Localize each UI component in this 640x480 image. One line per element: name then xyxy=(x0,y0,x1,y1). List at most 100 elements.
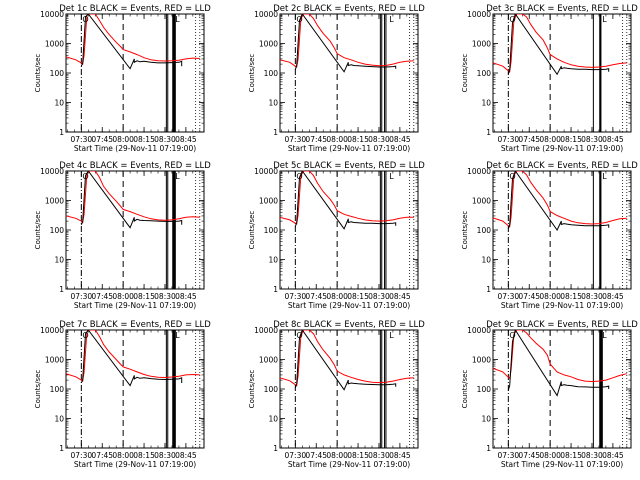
x-tick-label: 07:30 xyxy=(498,135,520,144)
y-tick-label: 100 xyxy=(50,226,65,235)
x-tick-label: 07:30 xyxy=(285,451,307,460)
chart-title: Det 9c BLACK = Events, RED = LLD xyxy=(486,320,638,330)
y-tick-label: 1 xyxy=(59,444,64,453)
x-tick-label: 08:45 xyxy=(602,292,624,301)
x-tick-label: 08:45 xyxy=(602,135,624,144)
annotation-l: L xyxy=(602,331,607,340)
y-tick-label: 10000 xyxy=(467,167,491,176)
x-tick-label: 08:15 xyxy=(347,135,369,144)
plot-frame xyxy=(492,13,632,133)
y-axis-label: Counts/sec xyxy=(461,54,469,93)
x-tick-label: 07:30 xyxy=(498,451,520,460)
series-line-events xyxy=(80,14,183,70)
chart-panel-7: Det 7c BLACK = Events, RED = LLD 1 10 100 10… xyxy=(34,320,211,469)
plot-frame xyxy=(279,170,419,290)
y-tick-label: 100 xyxy=(264,69,279,78)
plot-frame xyxy=(279,13,419,133)
y-tick-label: 100 xyxy=(477,226,492,235)
x-tick-label: 08:00 xyxy=(112,451,134,460)
series-line-lld xyxy=(493,171,627,228)
series-line-lld xyxy=(66,14,200,66)
x-tick-label: 08:15 xyxy=(133,451,155,460)
chart-panel-4: Det 4c BLACK = Events, RED = LLD 1 10 100 10… xyxy=(34,161,211,310)
x-tick-label: 08:00 xyxy=(539,451,561,460)
x-tick-label: 08:45 xyxy=(389,451,411,460)
y-tick-label: 100 xyxy=(264,385,279,394)
y-tick-label: 1 xyxy=(486,128,491,137)
y-tick-label: 10 xyxy=(481,256,491,265)
y-tick-label: 1000 xyxy=(259,197,278,206)
plot-frame xyxy=(279,329,419,449)
annotation-o: O xyxy=(82,331,88,340)
x-tick-label: 07:45 xyxy=(518,135,540,144)
y-tick-label: 10 xyxy=(54,99,64,108)
x-tick-label: 07:45 xyxy=(518,292,540,301)
series-line-events xyxy=(507,14,610,76)
x-tick-label: 08:30 xyxy=(581,292,603,301)
y-tick-label: 10 xyxy=(481,99,491,108)
y-tick-label: 10000 xyxy=(40,167,64,176)
annotation-o: O xyxy=(296,331,302,340)
y-axis-label: Counts/sec xyxy=(34,211,42,250)
y-tick-label: 10000 xyxy=(254,167,278,176)
y-tick-label: 1000 xyxy=(259,40,278,49)
y-axis-label: Counts/sec xyxy=(248,54,256,93)
x-axis-label: Start Time (29-Nov-11 07:19:00) xyxy=(288,301,410,310)
x-tick-label: 08:30 xyxy=(581,135,603,144)
x-tick-label: 08:15 xyxy=(560,292,582,301)
x-axis-label: Start Time (29-Nov-11 07:19:00) xyxy=(74,144,196,153)
annotation-o: O xyxy=(509,15,515,24)
x-tick-label: 08:00 xyxy=(112,135,134,144)
x-tick-label: 08:45 xyxy=(175,292,197,301)
series-line-events xyxy=(294,14,397,73)
x-tick-label: 08:45 xyxy=(602,451,624,460)
y-tick-label: 10 xyxy=(268,99,278,108)
x-tick-label: 08:15 xyxy=(347,451,369,460)
y-tick-label: 1000 xyxy=(472,40,491,49)
x-tick-label: 08:00 xyxy=(539,292,561,301)
x-tick-label: 07:30 xyxy=(285,135,307,144)
y-tick-label: 10 xyxy=(268,256,278,265)
x-tick-label: 07:30 xyxy=(285,292,307,301)
y-tick-label: 100 xyxy=(477,69,492,78)
y-tick-label: 1 xyxy=(486,285,491,294)
annotation-l: L xyxy=(602,172,607,181)
y-tick-label: 10000 xyxy=(254,10,278,19)
y-tick-label: 10000 xyxy=(467,10,491,19)
y-tick-label: 100 xyxy=(50,385,65,394)
y-tick-label: 1 xyxy=(273,285,278,294)
y-axis-label: Counts/sec xyxy=(461,370,469,409)
x-tick-label: 07:45 xyxy=(305,292,327,301)
chart-title: Det 5c BLACK = Events, RED = LLD xyxy=(273,161,425,171)
x-tick-label: 07:45 xyxy=(305,451,327,460)
y-tick-label: 1000 xyxy=(45,40,64,49)
x-tick-label: 08:00 xyxy=(326,135,348,144)
series-line-events xyxy=(80,330,183,387)
x-tick-label: 08:15 xyxy=(133,292,155,301)
series-line-events xyxy=(80,171,183,229)
plot-frame xyxy=(492,329,632,449)
plot-frame xyxy=(65,13,205,133)
y-tick-label: 10000 xyxy=(254,326,278,335)
y-tick-label: 10 xyxy=(481,415,491,424)
x-tick-label: 08:30 xyxy=(368,292,390,301)
x-axis-label: Start Time (29-Nov-11 07:19:00) xyxy=(501,460,623,469)
series-line-lld xyxy=(66,171,200,224)
annotation-l: L xyxy=(389,331,394,340)
chart-title: Det 1c BLACK = Events, RED = LLD xyxy=(59,4,211,14)
annotation-o: O xyxy=(509,331,515,340)
plot-frame xyxy=(492,170,632,290)
y-tick-label: 1 xyxy=(59,285,64,294)
x-tick-label: 07:45 xyxy=(305,135,327,144)
series-line-lld xyxy=(493,14,627,73)
y-axis-label: Counts/sec xyxy=(248,211,256,250)
annotation-l: L xyxy=(602,15,607,24)
x-tick-label: 08:00 xyxy=(326,451,348,460)
y-tick-label: 1000 xyxy=(45,356,64,365)
x-tick-label: 08:45 xyxy=(175,135,197,144)
x-tick-label: 08:45 xyxy=(389,135,411,144)
plot-frame xyxy=(65,170,205,290)
x-tick-label: 08:30 xyxy=(154,451,176,460)
x-tick-label: 08:45 xyxy=(389,292,411,301)
x-tick-label: 08:15 xyxy=(560,135,582,144)
